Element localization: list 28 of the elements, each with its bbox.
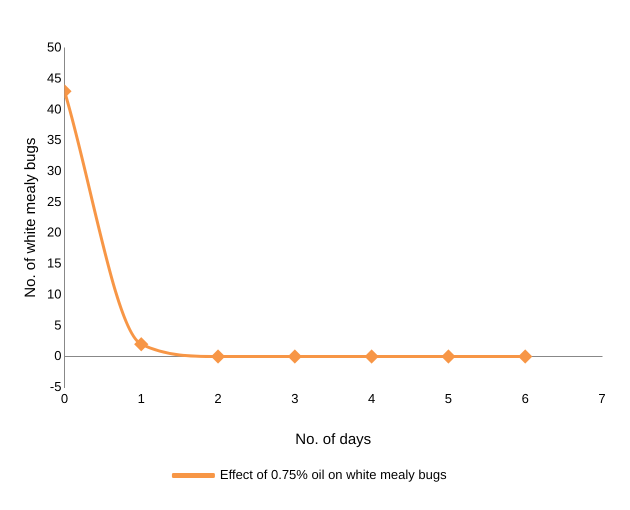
x-tick-label: 7 [598,390,606,406]
y-tick-label: 40 [46,101,62,116]
x-tick-label: 6 [522,390,529,406]
point [212,350,225,364]
y-tick-label: 30 [46,162,62,178]
point [134,338,148,351]
x-tick-label: 1 [138,390,145,406]
point [288,350,302,364]
y-tick-label: 15 [46,256,62,271]
legend-label: Effect of 0.75% oil on white mealy bugs [220,467,448,482]
point [518,350,532,364]
x-tick-label: 5 [444,390,452,406]
point [442,350,455,364]
y-tick-label: 25 [46,194,62,209]
y-tick-label: 35 [46,132,62,148]
x-axis-title: No. of days [295,431,372,448]
y-tick-label: -5 [50,378,62,394]
y-axis-title: No. of white mealy bugs [22,138,40,298]
y-tick-label: 10 [46,286,62,302]
y-tick-label: 50 [46,40,62,55]
x-tick-label: 2 [214,390,222,406]
x-tick-label: 4 [368,390,376,406]
y-tick-label: 0 [54,348,62,364]
y-tick-label: 45 [46,70,62,86]
y-tick-label: 20 [46,224,62,240]
x-tick-label: 3 [291,390,298,406]
y-tick-label: 5 [54,317,62,332]
point [365,350,378,364]
